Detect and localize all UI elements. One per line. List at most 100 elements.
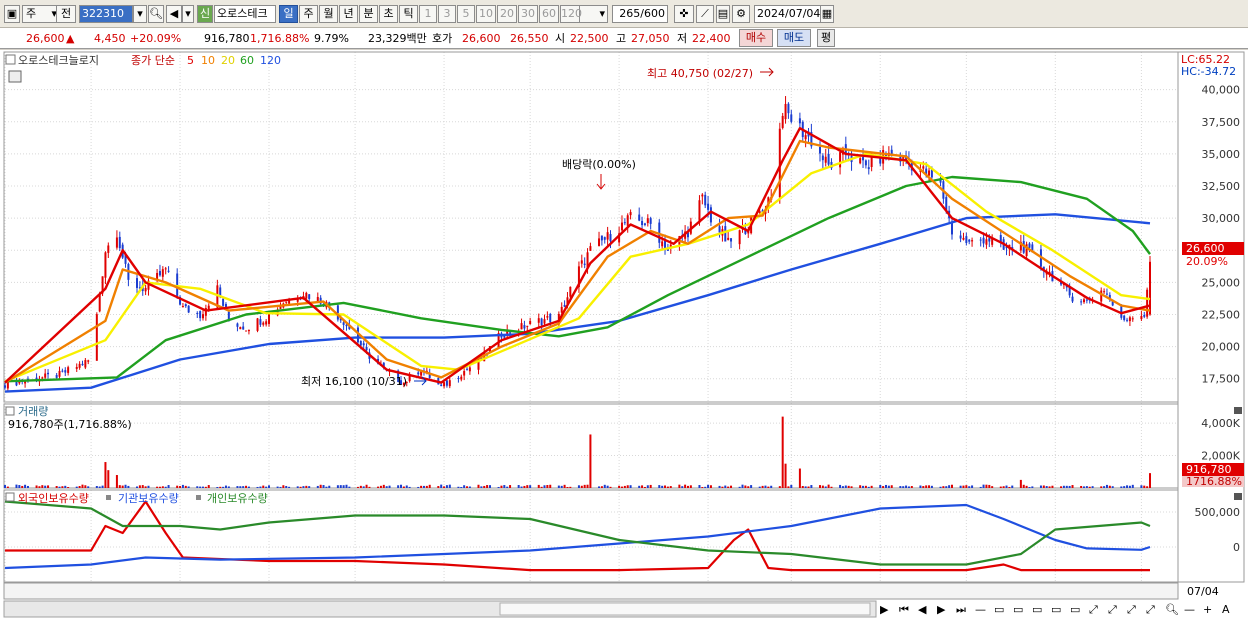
volume-bar: [457, 486, 460, 488]
candle-body: [402, 382, 405, 386]
period-tab-4[interactable]: 분: [359, 5, 378, 23]
candle-body: [991, 238, 994, 245]
legend-box-icon[interactable]: [5, 54, 16, 65]
volume-bar: [623, 485, 626, 488]
gear-icon[interactable]: ⚙: [732, 5, 750, 23]
buy-button[interactable]: 매수: [739, 29, 773, 47]
volume-bar: [422, 485, 425, 488]
next-icon[interactable]: ▶: [937, 603, 946, 616]
chart-area[interactable]: 40,00037,50035,00032,50030,00027,50025,0…: [0, 50, 1248, 621]
date-input[interactable]: 2024/07/04: [754, 5, 824, 23]
volume-bar: [859, 485, 862, 488]
candle-body: [144, 287, 147, 292]
crosshair-icon[interactable]: ✜: [674, 5, 694, 23]
speaker-icon[interactable]: ◀: [166, 5, 182, 23]
volume-readout: 916,780주(1,716.88%): [8, 418, 132, 431]
window5-icon[interactable]: ▭: [1070, 603, 1080, 616]
window1-icon[interactable]: ▭: [994, 603, 1004, 616]
code-dropdown-icon[interactable]: ▾: [133, 5, 147, 23]
window3-icon[interactable]: ▭: [1032, 603, 1042, 616]
volume-bar: [727, 486, 730, 488]
stock-code-input[interactable]: 322310: [79, 5, 133, 23]
volume-bar: [405, 485, 408, 488]
interval-button-1[interactable]: 1: [419, 5, 437, 23]
interval-button-20[interactable]: 20: [497, 5, 517, 23]
volume-bar: [1019, 479, 1022, 488]
holdings-legend-icon[interactable]: [5, 492, 15, 502]
line-icon[interactable]: —: [975, 603, 986, 616]
window2-icon[interactable]: ▭: [1013, 603, 1023, 616]
candle-body: [701, 194, 704, 197]
table-toggle-icon[interactable]: [8, 70, 22, 83]
window4-icon[interactable]: ▭: [1051, 603, 1061, 616]
interval-button-5[interactable]: 5: [457, 5, 475, 23]
interval-button-10[interactable]: 10: [476, 5, 496, 23]
expand3-icon[interactable]: ⤢: [1127, 603, 1136, 616]
volume-legend-icon[interactable]: [5, 406, 15, 416]
candle-body: [6, 380, 9, 389]
volume-bar: [1146, 486, 1149, 488]
volume-bar: [503, 485, 506, 488]
period-tab-3[interactable]: 년: [339, 5, 358, 23]
zoom-in-icon[interactable]: +: [1203, 603, 1212, 616]
search-icon[interactable]: 🔍︎: [148, 5, 164, 23]
ma-legend-60: 60: [240, 54, 254, 67]
sell-button[interactable]: 매도: [777, 29, 811, 47]
period-tab-6[interactable]: 틱: [399, 5, 418, 23]
volume-bar: [127, 485, 130, 488]
expand2-icon[interactable]: ⤢: [1108, 603, 1117, 616]
period-tab-2[interactable]: 월: [319, 5, 338, 23]
scrollbar-thumb[interactable]: [499, 602, 871, 616]
candle-body: [98, 294, 101, 312]
volume-bar: [408, 486, 411, 488]
high-annotation: 최고 40,750 (02/27): [647, 67, 753, 80]
prev-icon[interactable]: ◀: [918, 603, 927, 616]
volume-bar: [569, 486, 572, 488]
prev-button[interactable]: 전: [56, 5, 76, 23]
trendline-icon[interactable]: ⟋: [696, 5, 714, 23]
candle-body: [408, 374, 411, 382]
expand1-icon[interactable]: ⤢: [1089, 603, 1098, 616]
ma-line-ma5: [4, 126, 1151, 384]
interval-button-30[interactable]: 30: [518, 5, 538, 23]
candle-body: [480, 356, 483, 361]
count-field[interactable]: 265/600: [612, 5, 668, 23]
volume-bar: [6, 486, 9, 488]
period-tab-5[interactable]: 초: [379, 5, 398, 23]
speaker-dropdown-icon[interactable]: ▾: [182, 5, 194, 23]
volume-bar: [999, 486, 1002, 488]
period-tab-1[interactable]: 주: [299, 5, 318, 23]
first-icon[interactable]: ⏮: [899, 603, 909, 616]
calendar-icon[interactable]: ▦: [820, 5, 834, 23]
volume-bar: [187, 486, 190, 488]
expand4-icon[interactable]: ⤢: [1146, 603, 1155, 616]
window-menu-icon[interactable]: ▣: [4, 5, 20, 23]
volume-bar: [520, 486, 523, 488]
volume-bar: [296, 486, 299, 488]
holdings-close-icon[interactable]: [1234, 493, 1242, 500]
candle-body: [629, 212, 632, 216]
volume-close-icon[interactable]: [1234, 407, 1242, 414]
market-type-select[interactable]: 주 ▾: [22, 5, 60, 23]
candle-body: [985, 239, 988, 245]
last-icon[interactable]: ⏭: [956, 603, 966, 616]
interval-button-3[interactable]: 3: [438, 5, 456, 23]
zoom-icon[interactable]: 🔍︎: [1165, 603, 1179, 616]
candle-body: [583, 263, 586, 265]
volume-bar: [884, 484, 887, 488]
interval-button-120[interactable]: 120: [560, 5, 582, 23]
zoom-out-icon[interactable]: —: [1184, 603, 1195, 616]
play-icon[interactable]: ▶: [880, 603, 889, 616]
candle-body: [107, 245, 110, 253]
volume-bar: [1031, 486, 1034, 488]
period-tab-0[interactable]: 일: [279, 5, 298, 23]
volume-bar: [600, 486, 603, 488]
save-icon[interactable]: ▤: [716, 5, 730, 23]
font-icon[interactable]: A: [1222, 603, 1230, 616]
ma-line-ma20: [4, 152, 1151, 383]
low-price: 22,400: [692, 32, 731, 45]
volume-bar: [638, 485, 641, 488]
candle-body: [288, 298, 291, 304]
eval-button[interactable]: 평: [817, 29, 835, 47]
interval-button-60[interactable]: 60: [539, 5, 559, 23]
